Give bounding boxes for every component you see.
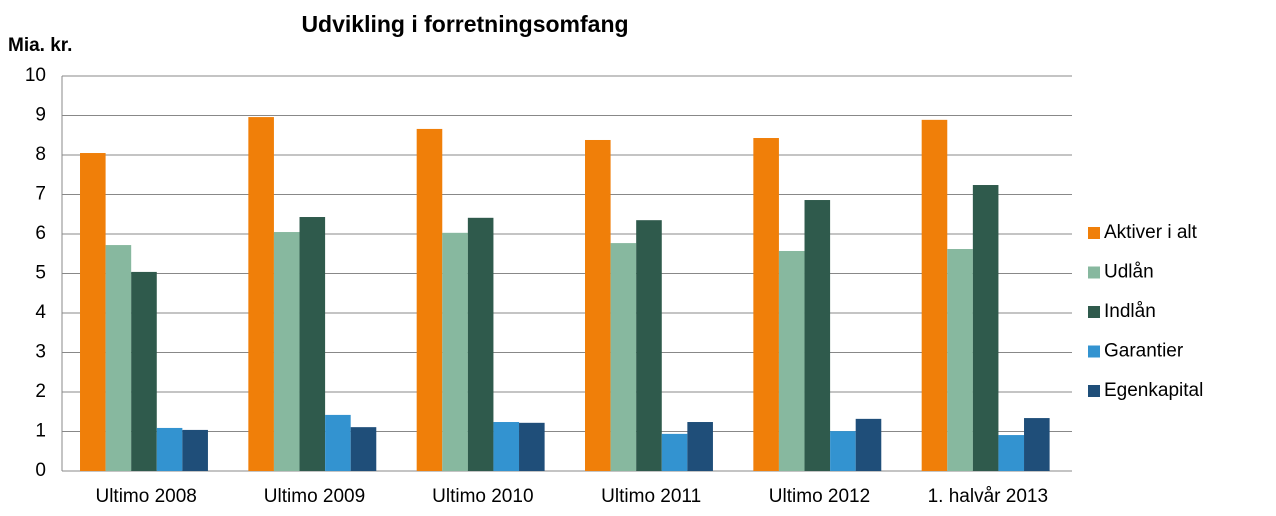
legend-label: Garantier <box>1104 341 1184 362</box>
bar <box>830 431 856 471</box>
bar <box>442 232 468 471</box>
bar <box>998 435 1025 471</box>
bar <box>687 422 713 471</box>
bar <box>325 414 351 471</box>
bar <box>855 418 882 471</box>
y-tick-label: 9 <box>35 105 46 126</box>
bar <box>156 427 183 471</box>
bar <box>636 220 662 471</box>
bar <box>248 117 274 471</box>
bar <box>661 433 688 471</box>
bar <box>804 200 831 471</box>
bar <box>519 422 545 471</box>
bar <box>299 217 326 471</box>
bar <box>350 427 377 471</box>
x-tick-label: Ultimo 2009 <box>264 486 365 507</box>
chart-title: Udvikling i forretningsomfang <box>301 11 628 37</box>
bar <box>105 245 132 471</box>
y-tick-label: 4 <box>35 302 46 323</box>
bar <box>80 153 106 471</box>
legend-swatch <box>1088 306 1100 318</box>
legend-label: Egenkapital <box>1104 380 1203 401</box>
bar <box>182 429 208 471</box>
bar <box>131 271 157 471</box>
bar <box>972 185 999 471</box>
x-tick-label: Ultimo 2008 <box>95 486 196 507</box>
y-tick-label: 6 <box>35 223 46 244</box>
y-axis-label: Mia. kr. <box>8 35 72 56</box>
x-tick-label: Ultimo 2010 <box>432 486 533 507</box>
bar <box>921 119 948 471</box>
legend-swatch <box>1088 266 1100 279</box>
x-tick-label: Ultimo 2011 <box>601 486 701 507</box>
bar <box>416 128 443 471</box>
bar <box>753 138 779 471</box>
bar <box>467 217 494 471</box>
y-tick-label: 10 <box>25 65 46 86</box>
y-tick-label: 5 <box>35 263 46 284</box>
y-tick-label: 3 <box>35 342 46 363</box>
y-tick-label: 0 <box>35 460 46 481</box>
y-tick-label: 8 <box>35 144 46 165</box>
bar <box>1024 418 1050 471</box>
y-tick-label: 7 <box>35 184 46 205</box>
bar <box>610 243 637 471</box>
legend-label: Udlån <box>1104 262 1154 283</box>
legend-label: Aktiver i alt <box>1104 222 1198 243</box>
y-tick-label: 2 <box>35 381 46 402</box>
y-tick-label: 1 <box>35 421 46 442</box>
bar <box>778 250 805 471</box>
legend-swatch <box>1088 385 1100 397</box>
bar <box>947 249 973 471</box>
bar <box>493 422 520 471</box>
legend-swatch <box>1088 345 1100 358</box>
legend-swatch <box>1088 227 1100 239</box>
bar <box>585 139 611 472</box>
x-tick-label: 1. halvår 2013 <box>928 486 1048 507</box>
x-tick-label: Ultimo 2012 <box>769 486 870 507</box>
bar <box>273 232 300 471</box>
legend-label: Indlån <box>1104 301 1156 322</box>
